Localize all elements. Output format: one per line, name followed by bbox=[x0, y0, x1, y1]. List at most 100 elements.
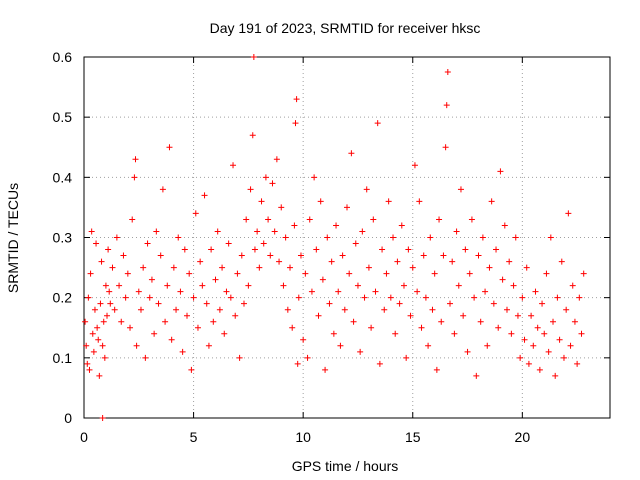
data-point bbox=[304, 354, 311, 361]
data-point bbox=[466, 270, 473, 277]
data-point bbox=[164, 282, 171, 289]
data-point bbox=[453, 228, 460, 235]
data-point bbox=[124, 270, 131, 277]
data-point bbox=[488, 198, 495, 205]
data-point bbox=[383, 270, 390, 277]
y-tick-label: 0.3 bbox=[53, 230, 73, 246]
data-point bbox=[159, 186, 166, 193]
data-point bbox=[394, 258, 401, 265]
data-point bbox=[460, 312, 467, 319]
y-tick-label: 0 bbox=[64, 410, 72, 426]
data-point bbox=[534, 324, 541, 331]
data-point bbox=[405, 246, 412, 253]
data-point bbox=[146, 294, 153, 301]
data-point bbox=[361, 294, 368, 301]
data-point bbox=[282, 234, 289, 241]
data-point bbox=[368, 324, 375, 331]
data-point bbox=[346, 270, 353, 277]
data-point bbox=[322, 366, 329, 373]
data-point bbox=[462, 246, 469, 253]
data-point bbox=[543, 270, 550, 277]
data-point bbox=[337, 342, 344, 349]
data-point bbox=[210, 318, 217, 325]
data-point bbox=[256, 264, 263, 271]
data-point bbox=[197, 258, 204, 265]
data-point bbox=[440, 252, 447, 259]
data-point bbox=[105, 246, 112, 253]
data-point bbox=[359, 228, 366, 235]
data-point bbox=[192, 210, 199, 217]
data-point bbox=[85, 294, 92, 301]
data-point bbox=[348, 150, 355, 157]
data-point bbox=[552, 372, 559, 379]
data-point bbox=[352, 240, 359, 247]
data-point bbox=[91, 306, 98, 313]
data-point bbox=[457, 186, 464, 193]
data-point bbox=[302, 270, 309, 277]
data-point bbox=[400, 282, 407, 289]
data-point bbox=[403, 354, 410, 361]
data-point bbox=[97, 300, 104, 307]
data-point bbox=[427, 234, 434, 241]
data-point bbox=[449, 258, 456, 265]
data-point bbox=[148, 276, 155, 283]
data-point bbox=[132, 156, 139, 163]
data-point bbox=[438, 318, 445, 325]
data-point bbox=[501, 222, 508, 229]
y-tick-label: 0.4 bbox=[53, 169, 73, 185]
data-point bbox=[295, 294, 302, 301]
data-point bbox=[429, 306, 436, 313]
data-point bbox=[94, 324, 101, 331]
data-point bbox=[512, 234, 519, 241]
data-point bbox=[482, 288, 489, 295]
data-point bbox=[88, 228, 95, 235]
data-point bbox=[521, 336, 528, 343]
data-point bbox=[129, 216, 136, 223]
data-point bbox=[407, 312, 414, 319]
data-point bbox=[484, 342, 491, 349]
data-point bbox=[269, 180, 276, 187]
data-point bbox=[308, 288, 315, 295]
data-point bbox=[131, 174, 138, 181]
data-point bbox=[151, 330, 158, 337]
data-point bbox=[208, 246, 215, 253]
data-point bbox=[451, 330, 458, 337]
data-point bbox=[370, 216, 377, 223]
data-point bbox=[100, 318, 107, 325]
data-point bbox=[247, 186, 254, 193]
data-point bbox=[258, 198, 265, 205]
data-point bbox=[436, 216, 443, 223]
data-point bbox=[177, 288, 184, 295]
data-point bbox=[490, 300, 497, 307]
data-point bbox=[280, 282, 287, 289]
data-point bbox=[184, 312, 191, 319]
data-point bbox=[98, 258, 105, 265]
data-point bbox=[443, 102, 450, 109]
data-point bbox=[142, 354, 149, 361]
data-point bbox=[135, 288, 142, 295]
data-point bbox=[236, 354, 243, 361]
data-point bbox=[497, 168, 504, 175]
data-point bbox=[493, 246, 500, 253]
data-point bbox=[425, 342, 432, 349]
data-point bbox=[556, 336, 563, 343]
data-point bbox=[547, 234, 554, 241]
data-point bbox=[216, 306, 223, 313]
data-point bbox=[418, 324, 425, 331]
data-point bbox=[267, 252, 274, 259]
data-point bbox=[293, 96, 300, 103]
data-point bbox=[250, 54, 257, 60]
data-point bbox=[278, 204, 285, 211]
data-point bbox=[313, 246, 320, 253]
data-point bbox=[188, 366, 195, 373]
data-point bbox=[525, 360, 532, 367]
data-point bbox=[203, 300, 210, 307]
data-point bbox=[168, 336, 175, 343]
data-point bbox=[104, 312, 111, 319]
data-point bbox=[514, 312, 521, 319]
data-point bbox=[385, 198, 392, 205]
data-point bbox=[578, 330, 585, 337]
x-tick-label: 10 bbox=[295, 429, 311, 445]
data-point bbox=[508, 330, 515, 337]
